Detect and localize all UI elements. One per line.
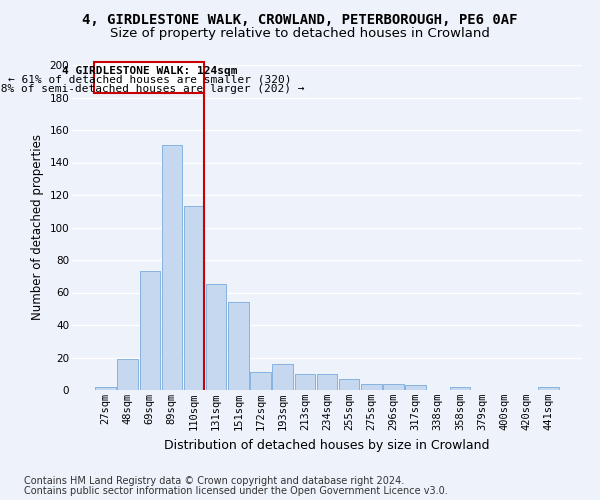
Bar	[538, 387, 559, 390]
Text: ← 61% of detached houses are smaller (320): ← 61% of detached houses are smaller (32…	[8, 74, 291, 85]
Bar	[95, 387, 116, 390]
Bar	[406, 385, 426, 390]
Bar	[206, 284, 226, 390]
Bar	[118, 359, 138, 390]
Text: 4 GIRDLESTONE WALK: 124sqm: 4 GIRDLESTONE WALK: 124sqm	[62, 66, 237, 76]
Text: Size of property relative to detached houses in Crowland: Size of property relative to detached ho…	[110, 28, 490, 40]
Y-axis label: Number of detached properties: Number of detached properties	[31, 134, 44, 320]
X-axis label: Distribution of detached houses by size in Crowland: Distribution of detached houses by size …	[164, 438, 490, 452]
Bar	[272, 364, 293, 390]
Bar	[161, 144, 182, 390]
Bar	[250, 372, 271, 390]
Bar	[184, 206, 204, 390]
Bar	[295, 374, 315, 390]
Text: 4, GIRDLESTONE WALK, CROWLAND, PETERBOROUGH, PE6 0AF: 4, GIRDLESTONE WALK, CROWLAND, PETERBORO…	[82, 12, 518, 26]
Bar	[383, 384, 404, 390]
Text: Contains HM Land Registry data © Crown copyright and database right 2024.: Contains HM Land Registry data © Crown c…	[24, 476, 404, 486]
FancyBboxPatch shape	[94, 62, 204, 92]
Bar	[361, 384, 382, 390]
Bar	[317, 374, 337, 390]
Text: Contains public sector information licensed under the Open Government Licence v3: Contains public sector information licen…	[24, 486, 448, 496]
Bar	[140, 272, 160, 390]
Text: 38% of semi-detached houses are larger (202) →: 38% of semi-detached houses are larger (…	[0, 84, 305, 94]
Bar	[450, 387, 470, 390]
Bar	[228, 302, 248, 390]
Bar	[339, 378, 359, 390]
